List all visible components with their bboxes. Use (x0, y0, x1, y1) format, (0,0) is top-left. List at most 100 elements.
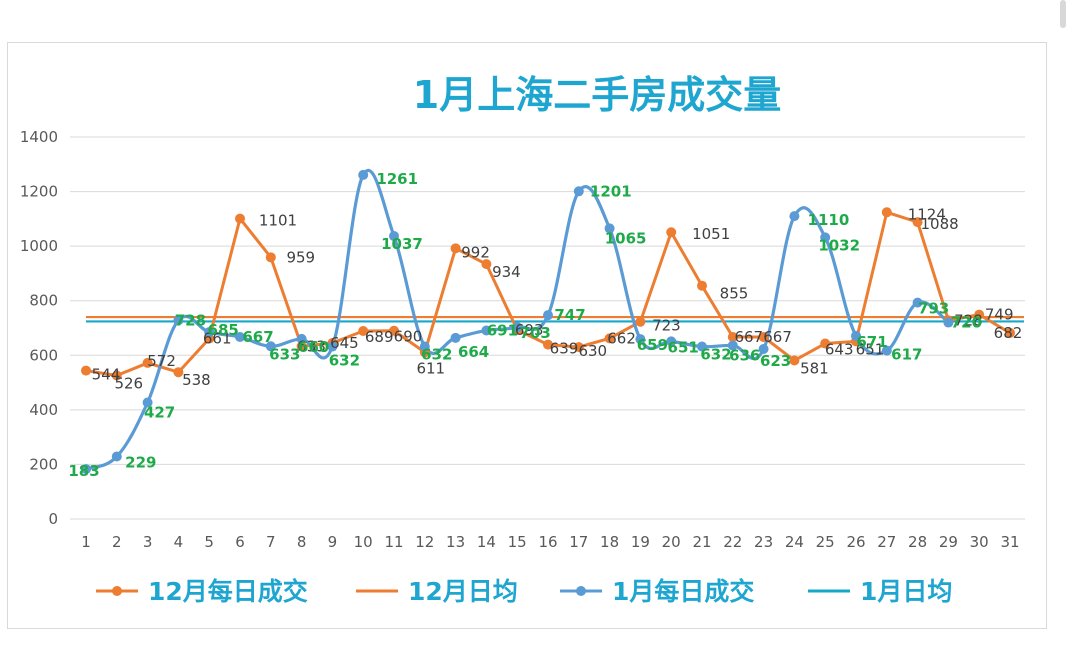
x-tick-label: 18 (600, 533, 619, 551)
dec-point-14 (481, 259, 492, 270)
jan-point-7 (265, 341, 276, 352)
gridlines (70, 136, 1025, 520)
jan-point-4 (173, 315, 184, 326)
x-tick-label: 8 (297, 533, 307, 551)
x-tick-label: 11 (384, 533, 403, 551)
dec-point-24 (789, 355, 800, 366)
dec-data-label: 855 (720, 285, 749, 303)
dec-data-label: 667 (763, 328, 792, 346)
dec-data-label: 1051 (692, 225, 730, 243)
dec-point-30 (974, 309, 985, 320)
jan-data-label: 793 (918, 300, 949, 318)
x-tick-label: 1 (81, 533, 91, 551)
x-tick-label: 16 (538, 533, 557, 551)
y-tick-label: 200 (29, 455, 58, 473)
dec-data-label: 651 (856, 340, 885, 358)
jan-data-label: 667 (242, 328, 273, 346)
jan-point-18 (604, 223, 615, 234)
jan-data-label: 664 (458, 343, 489, 361)
legend-label: 1月每日成交 (612, 577, 754, 606)
dec-point-28 (912, 217, 923, 228)
chart-title: 1月上海二手房成交量 (413, 73, 781, 117)
y-tick-label: 400 (29, 401, 58, 419)
jan-point-23 (758, 344, 769, 355)
x-tick-label: 2 (112, 533, 122, 551)
y-tick-label: 800 (29, 292, 58, 310)
x-tick-label: 13 (446, 533, 465, 551)
scrollbar[interactable] (1060, 0, 1066, 28)
dec-data-label: 544 (92, 366, 121, 384)
dec-data-label: 630 (578, 342, 607, 360)
jan-point-14 (481, 325, 492, 336)
jan-point-16 (543, 310, 553, 321)
jan-data-label: 671 (856, 333, 887, 351)
dec-point-6 (235, 213, 245, 224)
x-tick-label: 10 (354, 533, 373, 551)
jan-data-label: 623 (760, 352, 791, 370)
jan-point-9 (327, 341, 338, 352)
x-tick-label: 6 (235, 533, 245, 551)
legend-item: 12月日均 (356, 577, 518, 606)
dec-data-label: 667 (734, 328, 763, 346)
jan-point-11 (389, 231, 399, 242)
dec-point-16 (543, 339, 553, 350)
x-tick-label: 14 (477, 533, 496, 551)
y-axis: 0 200 400 600 800 1000 1200 1400 (20, 128, 58, 528)
dec-point-8 (296, 341, 307, 352)
dec-data-label: 728 (954, 311, 983, 329)
jan-point-27 (881, 345, 892, 356)
jan-point-6 (235, 332, 245, 343)
y-tick-label: 0 (48, 510, 58, 528)
jan-point-12 (419, 341, 430, 352)
jan-data-label: 728 (175, 311, 206, 329)
legend-item: 1月日均 (808, 577, 952, 606)
jan-point-20 (666, 336, 677, 347)
y-tick-label: 1400 (20, 128, 58, 146)
legend-label: 1月日均 (860, 577, 952, 606)
x-tick-label: 30 (970, 533, 989, 551)
dec-point-7 (265, 252, 276, 263)
jan-data-label: 703 (520, 324, 551, 342)
legend-label: 12月每日成交 (148, 577, 308, 606)
dec-data-label: 633 (297, 337, 326, 355)
dec-data-label: 682 (994, 324, 1023, 342)
dec-data-label: 572 (147, 352, 176, 370)
jan-data-label: 183 (68, 462, 99, 480)
jan-data-label: 229 (125, 454, 156, 472)
jan-point-3 (142, 397, 153, 408)
jan-point-28 (912, 297, 923, 308)
jan-data-label: 659 (637, 336, 668, 354)
jan-point-5 (204, 327, 215, 338)
jan-point-21 (697, 341, 707, 352)
jan-data-label: 720 (951, 314, 982, 332)
dec-data-label: 992 (461, 243, 490, 261)
dec-data-label: 749 (985, 306, 1014, 324)
dec-data-label: 661 (203, 330, 232, 348)
jan-data-label: 691 (487, 321, 518, 339)
dec-point-10 (358, 326, 369, 337)
y-tick-label: 1000 (20, 237, 58, 255)
dec-data-label: 1088 (921, 215, 959, 233)
jan-data-label: 1110 (808, 211, 850, 229)
jan-point-22 (727, 340, 738, 351)
jan-data-label: 636 (729, 346, 760, 364)
y-tick-label: 600 (29, 346, 58, 364)
jan-data-label: 1261 (376, 170, 418, 188)
x-tick-label: 24 (785, 533, 804, 551)
jan-point-25 (820, 232, 831, 243)
jan-data-label: 632 (421, 346, 452, 364)
jan-data-label: 1201 (590, 182, 632, 200)
average-lines (86, 315, 1024, 323)
x-tick-label: 5 (204, 533, 214, 551)
dec-point-3 (142, 357, 153, 368)
jan-point-17 (573, 186, 584, 197)
dec-data-label: 689 (365, 328, 394, 346)
jan-data-label: 1037 (381, 235, 423, 253)
x-tick-label: 21 (692, 533, 711, 551)
dec-point-2 (111, 370, 122, 381)
jan-point-10 (358, 169, 369, 180)
jan-point-15 (512, 322, 523, 333)
x-tick-label: 3 (143, 533, 153, 551)
dec-point-18 (604, 333, 615, 344)
